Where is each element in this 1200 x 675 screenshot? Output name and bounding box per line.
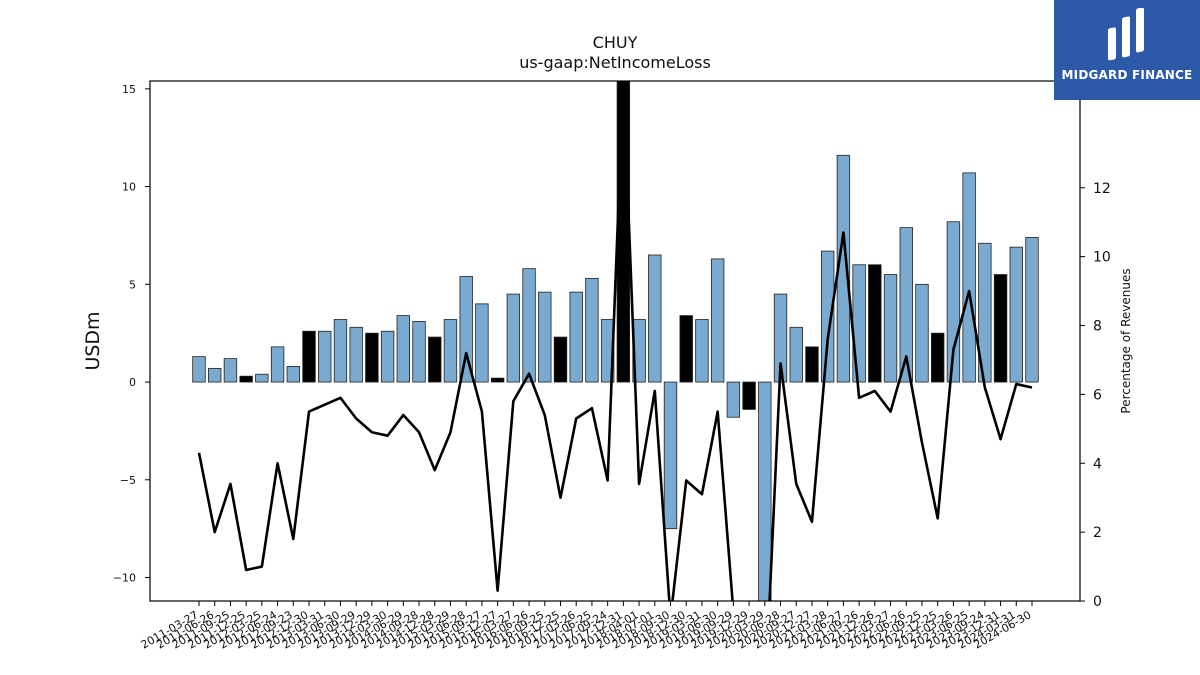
bar (428, 336, 442, 383)
series-line (197, 81, 1033, 601)
bar (648, 254, 662, 383)
bar (318, 330, 332, 383)
bar (931, 332, 945, 383)
bar (333, 319, 348, 383)
bar (663, 381, 678, 530)
bar (710, 258, 725, 383)
y2-tick-label: 4 (1093, 456, 1102, 472)
midgard-logo-icon (1108, 8, 1144, 61)
bar (459, 276, 473, 383)
bar (679, 315, 693, 383)
left-axis-ticks: −10 −5 0 5 10 15 (113, 83, 150, 585)
y2-tick-label: 8 (1093, 319, 1102, 335)
y-tick-label: 0 (129, 376, 136, 389)
bar (270, 346, 285, 383)
y-axis-label: USDm (82, 311, 104, 370)
bar (506, 293, 521, 383)
bar (1025, 236, 1039, 383)
y2-tick-label: 0 (1093, 594, 1102, 610)
bars-group (192, 80, 1039, 602)
bar (805, 346, 819, 383)
bar (758, 381, 772, 602)
bar (255, 373, 269, 383)
bar (820, 250, 835, 383)
bar (1009, 246, 1023, 383)
logo-text: MIDGARD FINANCE (1061, 68, 1193, 82)
bar (239, 375, 253, 383)
bar (726, 381, 741, 418)
y2-axis-label: Percentage of Revenues (1119, 268, 1133, 413)
plot-frame (149, 80, 1081, 602)
bar (380, 330, 395, 383)
chart-subtitle: us-gaap:NetIncomeLoss (519, 53, 711, 72)
bar (553, 336, 568, 383)
bar (616, 80, 631, 383)
bar (302, 330, 316, 383)
bar (522, 268, 536, 383)
y2-tick-label: 6 (1093, 387, 1102, 403)
y-tick-label: −10 (113, 572, 136, 585)
bar (789, 326, 803, 383)
bar (412, 321, 426, 383)
bar (915, 283, 929, 383)
bar (569, 291, 583, 383)
bar (475, 303, 489, 383)
bar (868, 264, 882, 383)
bar (365, 332, 379, 383)
x-axis-ticks: 2011-03-272011-06-262011-09-252011-12-25… (139, 601, 1034, 652)
y-tick-label: −5 (120, 474, 136, 487)
bar (208, 367, 222, 383)
bar (443, 319, 458, 383)
y2-tick-label: 12 (1093, 181, 1111, 197)
line-group (197, 81, 1033, 601)
bar (883, 274, 898, 383)
y2-tick-label: 10 (1093, 250, 1111, 266)
y-tick-label: 10 (122, 181, 136, 194)
y2-tick-label: 2 (1093, 525, 1102, 541)
y-tick-label: 5 (129, 278, 136, 291)
bar (585, 278, 599, 383)
bar (286, 366, 300, 383)
bar (993, 274, 1008, 383)
bar (962, 172, 976, 383)
bar (538, 291, 552, 383)
bar (742, 381, 756, 410)
y-tick-label: 15 (122, 83, 136, 96)
chart-title: CHUY (593, 33, 638, 52)
bar (223, 358, 238, 383)
bar (490, 377, 505, 383)
bar (192, 356, 206, 383)
bar (349, 326, 363, 383)
bar (899, 227, 913, 383)
bar (695, 319, 709, 383)
bar (396, 315, 410, 383)
logo: MIDGARD FINANCE (1054, 0, 1200, 100)
right-axis-ticks: 0 2 4 6 8 10 12 (1080, 181, 1111, 610)
